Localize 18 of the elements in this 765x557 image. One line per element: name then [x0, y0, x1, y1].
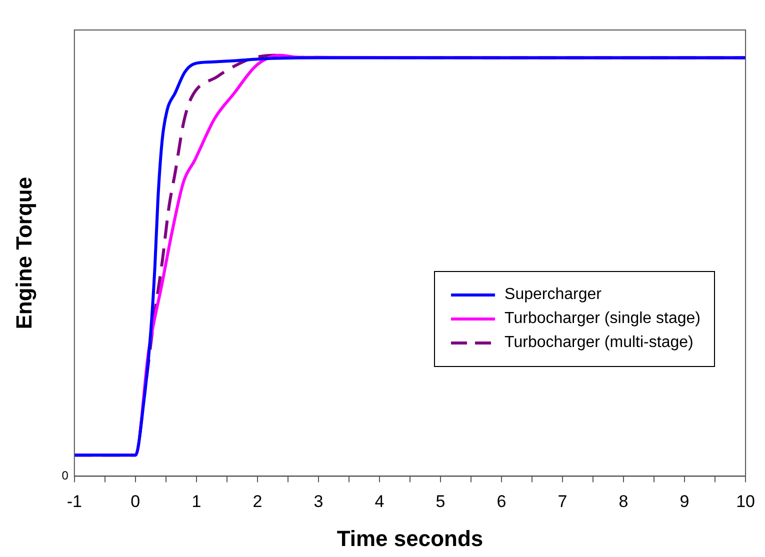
- legend-label: Turbocharger (single stage): [504, 310, 700, 328]
- legend-label: Supercharger: [504, 286, 602, 304]
- y-axis-title: Engine Torque: [11, 176, 36, 330]
- x-tick-label: 2: [252, 492, 262, 512]
- x-tick-label: 10: [736, 492, 756, 512]
- x-tick-label: 1: [192, 492, 202, 512]
- x-tick-label: 0: [130, 492, 140, 512]
- x-tick-label: -1: [66, 492, 82, 512]
- x-tick-label: 9: [680, 492, 690, 512]
- text: 0: [62, 468, 69, 483]
- x-tick-label: 3: [314, 492, 324, 512]
- x-axis-title: Time seconds: [336, 526, 484, 551]
- x-tick-label: 7: [558, 492, 568, 512]
- x-tick-label: 5: [436, 492, 446, 512]
- x-tick-label: 4: [374, 492, 384, 512]
- x-tick-label: 6: [496, 492, 506, 512]
- x-tick-label: 8: [618, 492, 628, 512]
- legend-label: Turbocharger (multi-stage): [504, 334, 694, 352]
